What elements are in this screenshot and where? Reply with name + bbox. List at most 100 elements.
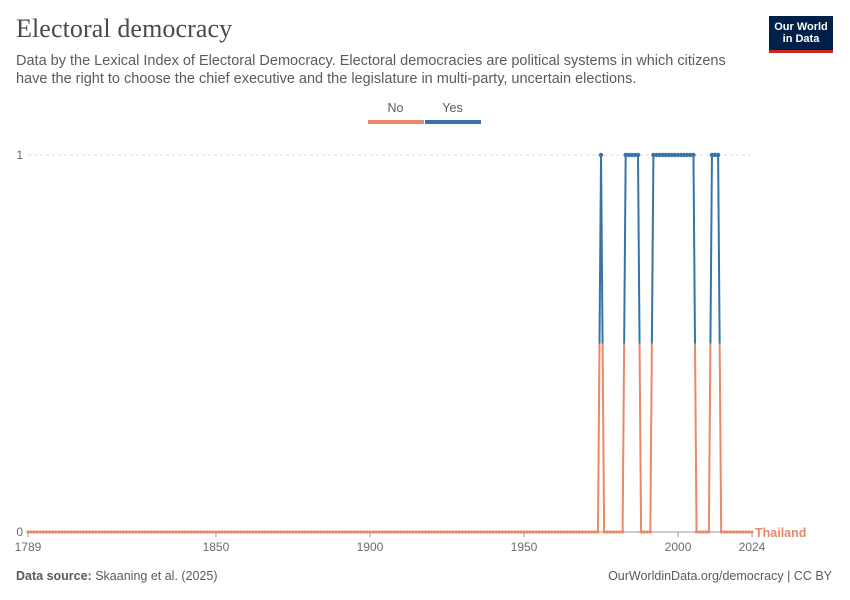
data-point	[550, 530, 554, 534]
data-point	[709, 152, 715, 158]
data-point	[414, 530, 418, 534]
data-point	[340, 530, 344, 534]
data-point	[78, 530, 82, 534]
data-point	[152, 530, 156, 534]
data-point	[214, 530, 218, 534]
data-point	[128, 530, 132, 534]
data-point	[672, 152, 678, 158]
data-point	[405, 530, 409, 534]
data-point	[602, 530, 606, 534]
y-tick-label: 1	[16, 148, 23, 162]
data-point	[433, 530, 437, 534]
data-point	[584, 530, 588, 534]
line-segment	[623, 154, 627, 344]
data-point	[121, 530, 126, 534]
data-point	[605, 530, 609, 534]
data-point	[731, 530, 736, 534]
data-point	[91, 530, 95, 534]
data-source-text[interactable]: Skaaning et al. (2025)	[95, 569, 218, 583]
data-point	[682, 152, 687, 158]
data-point	[547, 530, 551, 534]
logo-line-1: Our World	[774, 21, 828, 33]
data-point	[675, 152, 681, 158]
data-point	[497, 530, 501, 534]
data-point	[349, 530, 354, 534]
data-point	[587, 530, 591, 534]
data-point	[26, 530, 30, 534]
data-point	[393, 530, 397, 534]
data-point	[473, 530, 477, 534]
data-point	[285, 530, 289, 534]
data-point	[701, 530, 705, 534]
footer-link[interactable]: OurWorldinData.org/democracy | CC BY	[608, 569, 832, 583]
data-point	[747, 530, 751, 534]
data-point	[386, 530, 391, 534]
data-point	[685, 152, 690, 158]
data-point	[263, 530, 267, 534]
data-point	[488, 530, 492, 534]
data-point	[712, 152, 718, 158]
data-point	[322, 530, 326, 534]
data-point	[457, 530, 461, 534]
data-point	[155, 530, 159, 534]
data-point	[374, 530, 378, 534]
data-point	[663, 152, 668, 158]
data-point	[220, 530, 224, 534]
line-segment	[638, 343, 643, 533]
data-point	[553, 530, 557, 534]
data-point	[654, 152, 659, 158]
data-point	[63, 530, 67, 534]
data-point	[528, 530, 532, 534]
data-point	[115, 530, 119, 534]
data-point	[510, 530, 514, 534]
line-segment	[600, 154, 604, 344]
line-segment	[709, 154, 713, 344]
data-point	[266, 530, 270, 534]
data-point	[368, 530, 372, 534]
data-point	[635, 152, 641, 158]
data-point	[513, 530, 517, 534]
data-point	[451, 530, 455, 534]
data-point	[134, 530, 138, 534]
data-point	[346, 530, 351, 534]
owid-logo[interactable]: Our World in Data	[769, 16, 833, 53]
data-point	[722, 530, 726, 534]
data-point	[306, 530, 310, 534]
data-point	[738, 530, 742, 534]
line-segment	[621, 343, 626, 533]
data-point	[171, 530, 175, 534]
data-point	[316, 530, 320, 534]
data-point	[168, 530, 172, 534]
data-point	[377, 530, 381, 534]
data-point	[482, 530, 486, 534]
data-point	[463, 530, 468, 534]
data-point	[423, 530, 428, 534]
data-point	[399, 530, 403, 534]
data-point	[380, 530, 384, 534]
data-point	[94, 530, 98, 534]
data-point	[645, 530, 649, 534]
data-point	[146, 530, 150, 534]
data-point	[288, 530, 292, 534]
data-point	[476, 530, 480, 534]
data-point	[337, 530, 341, 534]
data-point	[678, 152, 684, 158]
data-point	[522, 530, 526, 534]
x-tick-label: 2024	[739, 540, 766, 554]
line-segment	[717, 154, 721, 344]
data-point	[195, 530, 200, 534]
data-point	[57, 530, 61, 534]
data-point	[565, 530, 569, 534]
data-point	[362, 530, 366, 534]
data-point	[359, 530, 363, 534]
data-point	[269, 530, 273, 534]
data-point	[383, 530, 387, 534]
data-point	[420, 530, 424, 534]
data-point	[177, 530, 181, 534]
data-point	[466, 530, 471, 534]
data-point	[35, 530, 39, 534]
data-point	[626, 152, 631, 158]
line-segment	[601, 343, 606, 533]
data-point	[84, 530, 89, 534]
data-point	[29, 530, 33, 534]
